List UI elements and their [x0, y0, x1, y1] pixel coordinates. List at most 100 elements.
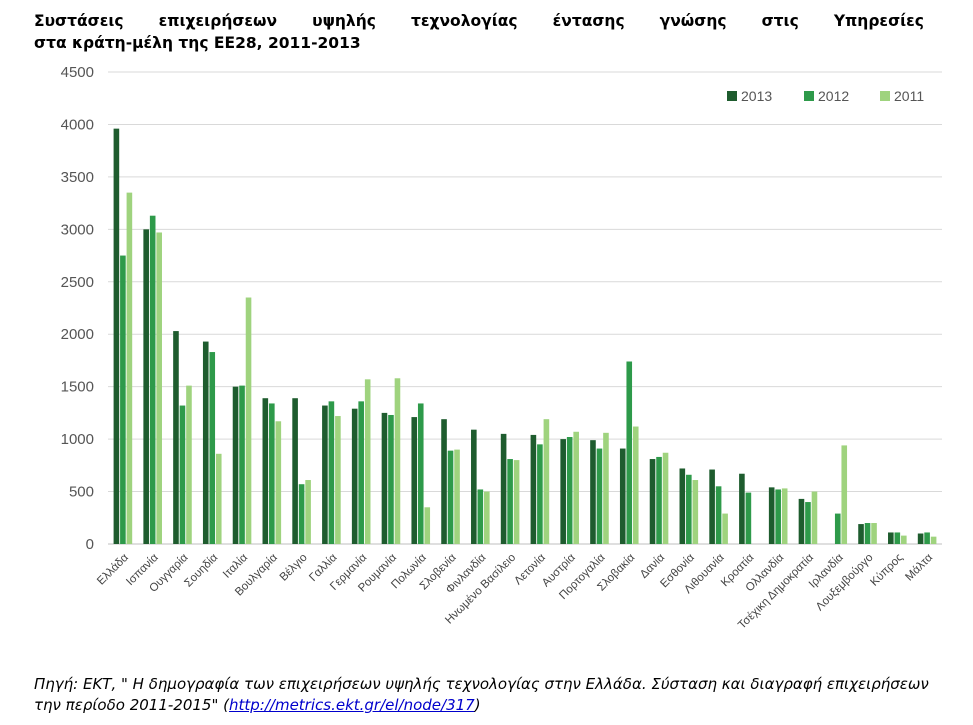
chart-title: Συστάσεις επιχειρήσεων υψηλής τεχνολογία…: [34, 10, 924, 54]
y-tick-label: 2500: [61, 274, 94, 291]
bar-2012-10: [417, 403, 424, 544]
bar-2012-13: [507, 459, 513, 544]
bar-2012-14: [537, 444, 543, 544]
bar-2012-22: [775, 489, 781, 544]
source-text: Πηγή: ΕΚΤ, " Η δημογραφία των επιχειρήσε…: [34, 675, 929, 714]
bar-2011-10: [424, 507, 431, 544]
bar-2013-18: [649, 459, 656, 544]
y-tick-label: 2000: [61, 326, 94, 343]
bar-2013-4: [232, 386, 239, 544]
legend-swatch-2011: [880, 91, 890, 101]
bar-2013-14: [530, 434, 537, 544]
bar-2013-13: [500, 433, 507, 544]
source-note: Πηγή: ΕΚΤ, " Η δημογραφία των επιχειρήσε…: [34, 674, 934, 716]
bar-2012-11: [447, 450, 454, 544]
y-tick-label: 500: [69, 484, 94, 501]
bar-2012-25: [864, 523, 871, 544]
bar-2012-26: [894, 532, 901, 544]
legend-label-2013: 2013: [741, 88, 772, 104]
x-category-label: Σουηδία: [182, 551, 220, 589]
bar-2012-12: [477, 489, 484, 544]
bar-2011-25: [871, 523, 877, 544]
bar-2011-15: [573, 431, 579, 544]
bar-2013-17: [619, 448, 626, 544]
y-axis-ticks: 0 500 1000 1500 2000 2500 3000 3500 4000 4500: [61, 64, 94, 553]
bar-2011-19: [692, 480, 699, 544]
bar-2012-20: [715, 486, 722, 544]
bar-2013-9: [381, 412, 388, 544]
bar-2012-15: [566, 437, 573, 544]
bar-2011-26: [901, 535, 907, 544]
bar-2013-27: [917, 533, 924, 544]
bar-2011-7: [335, 416, 341, 544]
bar-2012-23: [805, 502, 811, 544]
bar-chart: 0 500 1000 1500 2000 2500 3000 3500 4000 4500 Ελλ…: [61, 64, 942, 632]
bar-2013-16: [590, 440, 596, 544]
chart-title-line2: στα κράτη-μέλη της ΕΕ28, 2011-2013: [34, 34, 361, 52]
legend-swatch-2013: [727, 91, 737, 101]
y-tick-label: 1500: [61, 379, 94, 396]
bar-2013-2: [173, 331, 179, 544]
source-suffix: ): [474, 696, 481, 714]
bar-2013-3: [202, 341, 209, 544]
y-tick-label: 1000: [61, 431, 94, 448]
bar-2011-11: [454, 449, 460, 544]
bar-2012-2: [179, 405, 186, 544]
y-tick-label: 4000: [61, 116, 94, 133]
bar-2011-12: [484, 491, 490, 544]
bar-2011-22: [781, 488, 788, 544]
y-tick-label: 4500: [61, 64, 94, 81]
source-link[interactable]: http://metrics.ekt.gr/el/node/317: [229, 696, 475, 714]
bar-2011-16: [603, 432, 609, 544]
bar-2013-22: [768, 487, 775, 544]
bar-2013-19: [679, 468, 686, 544]
bar-2011-0: [126, 192, 133, 544]
bar-2012-16: [596, 448, 603, 544]
bar-2012-27: [924, 532, 930, 544]
bar-2011-24: [841, 445, 848, 544]
bars: [113, 128, 937, 545]
bar-2011-17: [632, 426, 639, 544]
bar-2013-11: [441, 419, 447, 544]
bar-2011-14: [543, 419, 550, 544]
chart-title-line1: Συστάσεις επιχειρήσεων υψηλής τεχνολογία…: [34, 12, 924, 30]
bar-2012-19: [686, 474, 692, 544]
bar-2013-26: [888, 532, 894, 544]
bar-2011-3: [215, 453, 222, 544]
bar-2013-1: [143, 229, 149, 545]
bar-2011-8: [364, 379, 371, 544]
bar-2013-8: [351, 408, 358, 544]
legend: 2013 2012 2011: [727, 88, 924, 104]
bar-2013-12: [471, 429, 477, 544]
bar-2011-2: [186, 385, 192, 544]
y-tick-label: 3000: [61, 221, 94, 238]
bar-2013-20: [709, 469, 715, 544]
bar-2013-0: [113, 128, 120, 544]
bar-2012-6: [298, 484, 305, 544]
y-tick-label: 0: [86, 536, 94, 553]
bar-2013-6: [292, 398, 298, 544]
bar-2012-18: [656, 456, 662, 544]
legend-swatch-2012: [804, 91, 814, 101]
x-category-label: Κύπρος: [868, 551, 905, 588]
bar-2011-1: [156, 232, 162, 545]
bar-2011-18: [662, 452, 669, 544]
bar-2011-4: [245, 297, 252, 544]
bar-2012-3: [209, 352, 216, 544]
bar-2012-8: [358, 401, 364, 544]
bar-2011-27: [930, 536, 937, 544]
bar-2011-5: [275, 421, 282, 544]
y-tick-label: 3500: [61, 169, 94, 186]
bar-2013-5: [262, 398, 269, 544]
bar-2012-17: [626, 361, 633, 544]
bar-2013-23: [798, 498, 805, 544]
bar-2012-0: [120, 255, 126, 545]
bar-2013-25: [858, 524, 864, 544]
bar-2011-20: [722, 513, 728, 544]
legend-label-2012: 2012: [818, 88, 849, 104]
x-category-label: Μάλτα: [903, 551, 935, 583]
bar-2013-21: [739, 473, 745, 544]
bar-2012-9: [388, 414, 394, 544]
bar-2011-6: [305, 480, 311, 544]
